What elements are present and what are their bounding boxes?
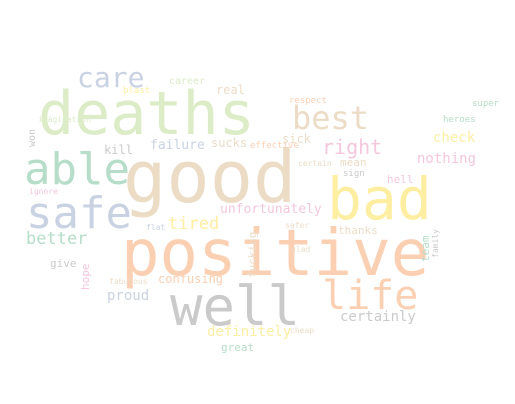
word-cheap: cheap (290, 326, 315, 335)
word-care: care (77, 61, 145, 94)
word-safer: safer (285, 221, 310, 230)
word-fucking: fucking (246, 231, 259, 278)
word-life: life (322, 273, 419, 319)
word-hope: hope (79, 263, 92, 291)
word-well: well (170, 275, 301, 338)
word-confusing: confusing (158, 272, 224, 286)
word-kill: kill (104, 143, 133, 157)
word-failure: failure (150, 138, 205, 153)
word-good: good (123, 135, 297, 219)
word-career: career (169, 76, 206, 87)
word-imagination: imagination (38, 115, 91, 124)
word-sick: sick (282, 132, 311, 146)
word-ignore: ignore (29, 187, 58, 196)
word-effective: effective (250, 141, 299, 151)
word-nothing: nothing (417, 151, 477, 167)
word-bad: bad (327, 165, 432, 233)
word-sucks: sucks (211, 136, 248, 150)
word-give: give (50, 257, 77, 270)
word-tired: tired (168, 214, 220, 234)
word-certainly: certainly (340, 309, 416, 325)
word-heroes: heroes (443, 115, 476, 125)
word-blast: blast (123, 86, 151, 96)
word-team: team (419, 235, 432, 263)
word-able: able (24, 144, 130, 195)
word-mean: mean (340, 156, 367, 169)
word-best: best (292, 99, 370, 137)
word-positive: positive (121, 217, 430, 291)
word-hell: hell (387, 173, 414, 186)
word-fabulous: fabulous (109, 277, 148, 286)
word-check: check (433, 130, 476, 146)
word-right: right (322, 135, 383, 159)
word-glad: glad (291, 245, 311, 254)
word-great: great (221, 341, 255, 354)
word-better: better (26, 229, 88, 249)
word-flat: flat (146, 223, 166, 232)
word-super: super (472, 99, 500, 109)
word-deaths: deaths (38, 79, 255, 149)
word-unfortunately: unfortunately (220, 202, 322, 217)
word-certain: certain (298, 159, 332, 168)
word-sign: sign (343, 169, 365, 179)
word-won: won (27, 128, 38, 147)
word-thanks: thanks (338, 224, 378, 237)
word-proud: proud (107, 288, 150, 304)
word-safe: safe (26, 188, 132, 239)
word-definitely: definitely (207, 324, 292, 340)
word-family: family (431, 229, 440, 258)
word-respect: respect (289, 96, 327, 106)
word-real: real (216, 83, 245, 97)
